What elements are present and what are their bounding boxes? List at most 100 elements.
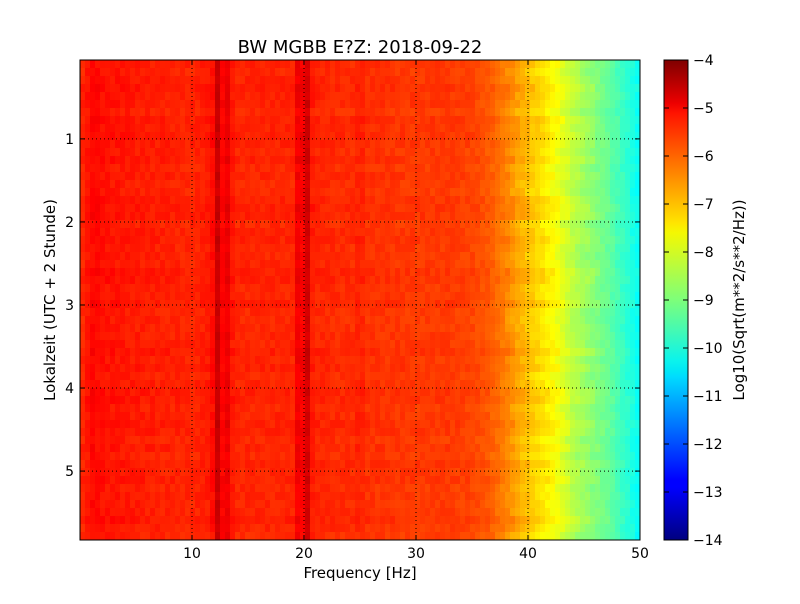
heatmap-cell <box>170 76 176 85</box>
heatmap-cell <box>390 332 396 341</box>
heatmap-cell <box>270 404 276 413</box>
heatmap-cell <box>385 324 391 333</box>
heatmap-cell <box>290 316 296 325</box>
heatmap-cell <box>430 244 436 253</box>
heatmap-cell <box>460 404 466 413</box>
heatmap-cell <box>535 340 541 349</box>
heatmap-cell <box>320 228 326 237</box>
heatmap-cell <box>220 140 226 149</box>
heatmap-cell <box>325 380 331 389</box>
heatmap-cell <box>560 404 566 413</box>
heatmap-cell <box>485 212 491 221</box>
heatmap-cell <box>140 268 146 277</box>
heatmap-cell <box>370 284 376 293</box>
heatmap-cell <box>385 300 391 309</box>
heatmap-cell <box>630 124 636 133</box>
heatmap-cell <box>450 84 456 93</box>
heatmap-cell <box>185 364 191 373</box>
heatmap-cell <box>580 100 586 109</box>
heatmap-cell <box>285 340 291 349</box>
heatmap-cell <box>130 188 136 197</box>
heatmap-cell <box>240 364 246 373</box>
heatmap-cell <box>160 412 166 421</box>
heatmap-cell <box>155 348 161 357</box>
heatmap-cell <box>470 220 476 229</box>
heatmap-cell <box>530 268 536 277</box>
heatmap-cell <box>330 380 336 389</box>
heatmap-cell <box>375 236 381 245</box>
heatmap-cell <box>130 228 136 237</box>
heatmap-cell <box>530 164 536 173</box>
heatmap-cell <box>545 396 551 405</box>
heatmap-cell <box>330 268 336 277</box>
heatmap-cell <box>410 76 416 85</box>
heatmap-cell <box>275 244 281 253</box>
heatmap-cell <box>205 156 211 165</box>
heatmap-cell <box>365 148 371 157</box>
heatmap-cell <box>280 148 286 157</box>
heatmap-cell <box>190 252 196 261</box>
heatmap-cell <box>300 228 306 237</box>
heatmap-cell <box>455 156 461 165</box>
heatmap-cell <box>295 364 301 373</box>
heatmap-cell <box>165 292 171 301</box>
heatmap-cell <box>520 228 526 237</box>
heatmap-cell <box>320 316 326 325</box>
heatmap-cell <box>155 228 161 237</box>
heatmap-cell <box>235 124 241 133</box>
heatmap-cell <box>110 132 116 141</box>
heatmap-cell <box>220 284 226 293</box>
heatmap-cell <box>275 164 281 173</box>
heatmap-cell <box>290 396 296 405</box>
heatmap-cell <box>490 164 496 173</box>
heatmap-cell <box>210 396 216 405</box>
heatmap-cell <box>220 332 226 341</box>
heatmap-cell <box>405 324 411 333</box>
heatmap-cell <box>545 212 551 221</box>
heatmap-cell <box>465 172 471 181</box>
heatmap-cell <box>395 188 401 197</box>
heatmap-cell <box>435 228 441 237</box>
heatmap-cell <box>375 172 381 181</box>
heatmap-cell <box>285 380 291 389</box>
heatmap-cell <box>530 100 536 109</box>
heatmap-cell <box>145 244 151 253</box>
heatmap-cell <box>470 324 476 333</box>
heatmap-cell <box>195 60 201 69</box>
heatmap-cell <box>615 164 621 173</box>
heatmap-cell <box>275 60 281 69</box>
heatmap-cell <box>415 148 421 157</box>
heatmap-cell <box>95 364 101 373</box>
heatmap-cell <box>375 292 381 301</box>
heatmap-cell <box>530 60 536 69</box>
heatmap-cell <box>120 132 126 141</box>
heatmap-cell <box>535 292 541 301</box>
heatmap-cell <box>480 244 486 253</box>
heatmap-cell <box>205 212 211 221</box>
heatmap-cell <box>280 356 286 365</box>
heatmap-cell <box>425 124 431 133</box>
heatmap-cell <box>155 396 161 405</box>
heatmap-cell <box>500 68 506 77</box>
heatmap-cell <box>370 204 376 213</box>
heatmap-cell <box>600 372 606 381</box>
heatmap-cell <box>255 372 261 381</box>
heatmap-cell <box>130 156 136 165</box>
heatmap-cell <box>220 404 226 413</box>
heatmap-cell <box>80 60 86 69</box>
heatmap-cell <box>265 340 271 349</box>
heatmap-cell <box>270 412 276 421</box>
heatmap-cell <box>140 84 146 93</box>
heatmap-cell <box>495 348 501 357</box>
heatmap-cell <box>565 204 571 213</box>
heatmap-cell <box>410 92 416 101</box>
heatmap-cell <box>485 124 491 133</box>
heatmap-cell <box>420 140 426 149</box>
heatmap-cell <box>310 284 316 293</box>
heatmap-cell <box>290 108 296 117</box>
heatmap-cell <box>485 244 491 253</box>
heatmap-cell <box>175 252 181 261</box>
heatmap-cell <box>245 340 251 349</box>
heatmap-cell <box>290 100 296 109</box>
heatmap-cell <box>260 348 266 357</box>
